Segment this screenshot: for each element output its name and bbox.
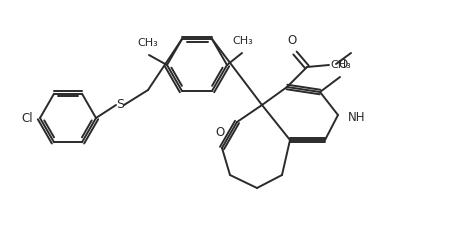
Text: Cl: Cl: [21, 111, 33, 125]
Text: CH₃: CH₃: [137, 38, 158, 48]
Text: O: O: [216, 126, 225, 140]
Text: CH₃: CH₃: [331, 60, 351, 70]
Text: O: O: [288, 34, 297, 47]
Text: O: O: [339, 59, 348, 71]
Text: CH₃: CH₃: [233, 36, 253, 46]
Text: S: S: [116, 98, 124, 111]
Text: NH: NH: [348, 110, 365, 124]
